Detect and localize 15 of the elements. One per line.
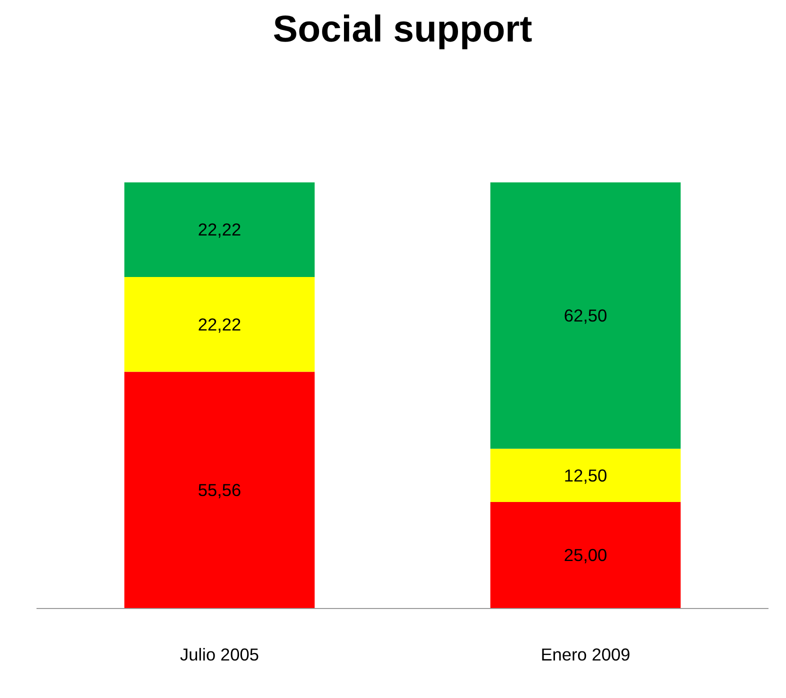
bar — [490, 182, 681, 449]
bar — [124, 372, 315, 608]
bar — [124, 277, 315, 372]
bar — [490, 448, 681, 502]
data-label: 12,50 — [564, 465, 608, 486]
bar — [490, 502, 681, 608]
bar — [124, 182, 315, 278]
data-label: 62,50 — [564, 306, 608, 326]
data-label: 25,00 — [564, 545, 608, 566]
x-tick-label: Julio 2005 — [180, 644, 260, 664]
data-label: 22,22 — [198, 314, 242, 334]
data-label: 22,22 — [198, 220, 242, 240]
data-label: 55,56 — [198, 480, 242, 500]
x-tick-label: Enero 2009 — [540, 644, 630, 664]
chart-title: Social support — [272, 8, 532, 50]
